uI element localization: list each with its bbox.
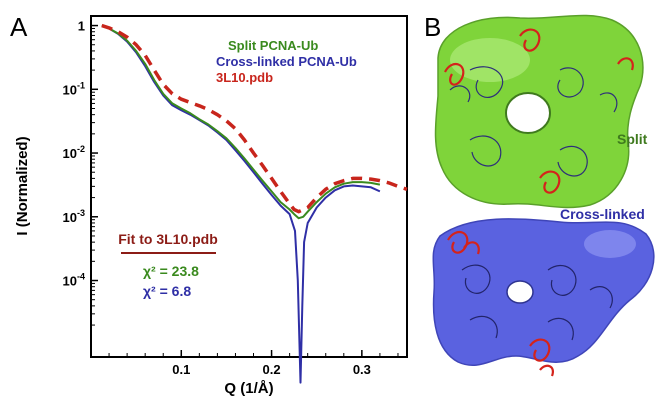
crosslinked-envelope-highlight (584, 230, 636, 258)
series-line-split (101, 24, 381, 220)
split-label: Split (617, 131, 648, 147)
y-tick-label: 10-3 (63, 208, 85, 225)
crosslinked-ribbon-strands (461, 264, 613, 341)
chi-crosslinked: χ² = 6.8 (143, 283, 191, 299)
panel-label-a: A (10, 12, 28, 42)
legend-entry-crosslinked: Cross-linked PCNA-Ub (216, 54, 357, 69)
fit-title: Fit to 3L10.pdb (118, 231, 218, 247)
split-ubiquitin-ribbons (444, 28, 634, 194)
legend-entry-split: Split PCNA-Ub (228, 38, 318, 53)
chi-split: χ² = 23.8 (143, 263, 199, 279)
y-tick-label: 1 (78, 19, 85, 34)
y-axis-label: I (Normalized) (14, 136, 31, 235)
split-envelope: Split (434, 14, 648, 209)
y-tick-label: 10-1 (63, 80, 85, 97)
crosslinked-envelope: Cross-linked (432, 206, 655, 377)
x-axis-ticks: 0.1 0.2 0.3 (108, 350, 399, 377)
split-ring-hole (505, 92, 551, 134)
y-axis-ticks: 1 10-1 10-2 10-3 10-4 (63, 19, 98, 326)
crosslinked-ring-hole (506, 280, 534, 304)
crosslinked-ubiquitin-ribbons (447, 230, 554, 377)
saxs-chart: 1 10-1 10-2 10-3 10-4 0.1 0.2 0.3 Q (1/Å) I (N… (14, 15, 408, 397)
fit-annotation: Fit to 3L10.pdb χ² = 23.8 χ² = 6.8 (118, 231, 218, 299)
series-line-pdb (101, 23, 408, 214)
series-line-crosslinked (101, 24, 381, 384)
x-tick-label: 0.2 (263, 362, 281, 377)
legend: Split PCNA-Ub Cross-linked PCNA-Ub 3L10.… (216, 38, 357, 85)
y-tick-label: 10-2 (63, 144, 85, 161)
split-ribbon-strands (449, 66, 618, 177)
series-layer (101, 23, 408, 384)
x-tick-label: 0.1 (172, 362, 190, 377)
x-tick-label: 0.3 (353, 362, 371, 377)
legend-entry-pdb: 3L10.pdb (216, 70, 273, 85)
structure-panel: Split Cross-linked (432, 14, 655, 377)
x-axis-label: Q (1/Å) (224, 380, 273, 397)
y-tick-label: 10-4 (63, 272, 85, 289)
crosslinked-label: Cross-linked (560, 206, 645, 222)
panel-label-b: B (424, 12, 441, 42)
split-envelope-highlight (450, 38, 530, 82)
